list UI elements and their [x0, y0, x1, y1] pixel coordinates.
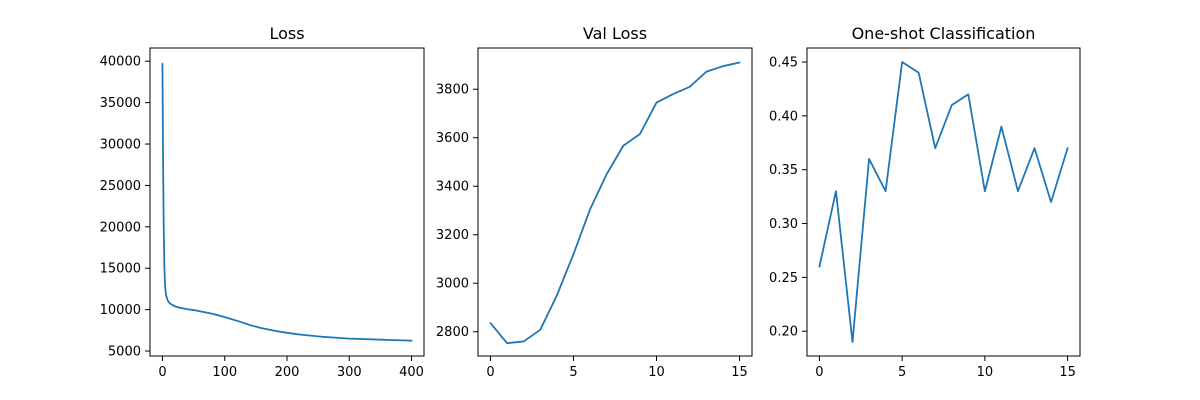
- loss-x-tick-label: 100: [212, 365, 237, 380]
- one-shot-y-tick-label: 0.45: [769, 56, 798, 71]
- loss-y-tick-label: 10000: [100, 303, 141, 318]
- one-shot-x-tick-label: 10: [977, 365, 994, 380]
- one-shot-y-tick-label: 0.40: [769, 109, 798, 124]
- loss-y-tick-label: 25000: [100, 179, 141, 194]
- val-loss-x-tick-label: 5: [569, 365, 577, 380]
- subplot-loss: 0 100 200 300 400 5000 10000 15000 20000 25000 300…: [100, 24, 425, 380]
- loss-y-tick-label: 35000: [100, 96, 141, 111]
- loss-x-tick-label: 0: [158, 365, 166, 380]
- val-loss-y-tick-label: 3400: [436, 180, 469, 195]
- val-loss-x-tick-label: 15: [731, 365, 748, 380]
- val-loss-y-tick-label: 3200: [436, 228, 469, 243]
- loss-y-tick-label: 40000: [100, 55, 141, 70]
- val-loss-axes-frame: [477, 47, 753, 357]
- val-loss-y-tick-label: 3000: [436, 277, 469, 292]
- loss-x-tick-label: 200: [275, 365, 300, 380]
- one-shot-x-tick-label: 0: [815, 365, 823, 380]
- loss-chart-title: Loss: [269, 24, 304, 43]
- one-shot-series-line: [818, 61, 1069, 343]
- one-shot-chart-title: One-shot Classification: [852, 24, 1036, 43]
- val-loss-chart-title: Val Loss: [583, 24, 647, 43]
- loss-y-tick-label: 15000: [100, 262, 141, 277]
- loss-y-tick-label: 5000: [108, 345, 141, 360]
- one-shot-y-tick-label: 0.35: [769, 163, 798, 178]
- val-loss-y-tick-label: 3600: [436, 131, 469, 146]
- val-loss-y-tick-label: 3800: [436, 83, 469, 98]
- loss-y-tick-label: 30000: [100, 138, 141, 153]
- val-loss-x-tick-label: 10: [648, 365, 665, 380]
- one-shot-x-tick-label: 5: [898, 365, 906, 380]
- one-shot-y-tick-label: 0.30: [769, 217, 798, 232]
- one-shot-y-tick-label: 0.25: [769, 271, 798, 286]
- val-loss-x-tick-label: 0: [486, 365, 494, 380]
- loss-series-line: [161, 62, 413, 342]
- subplot-one-shot: 0 5 10 15 0.20 0.25 0.30 0.35 0.40 0.45 One-shot C…: [769, 24, 1081, 380]
- subplot-val-loss: 0 5 10 15 2800 3000 3200 3400 3600 3800 Val Loss: [436, 24, 753, 380]
- one-shot-x-tick-label: 15: [1059, 365, 1076, 380]
- one-shot-y-tick-label: 0.20: [769, 325, 798, 340]
- loss-x-tick-label: 400: [399, 365, 424, 380]
- loss-y-tick-label: 20000: [100, 220, 141, 235]
- val-loss-series-line: [489, 61, 741, 345]
- val-loss-y-tick-label: 2800: [436, 325, 469, 340]
- one-shot-axes-frame: [806, 47, 1081, 357]
- loss-x-tick-label: 300: [337, 365, 362, 380]
